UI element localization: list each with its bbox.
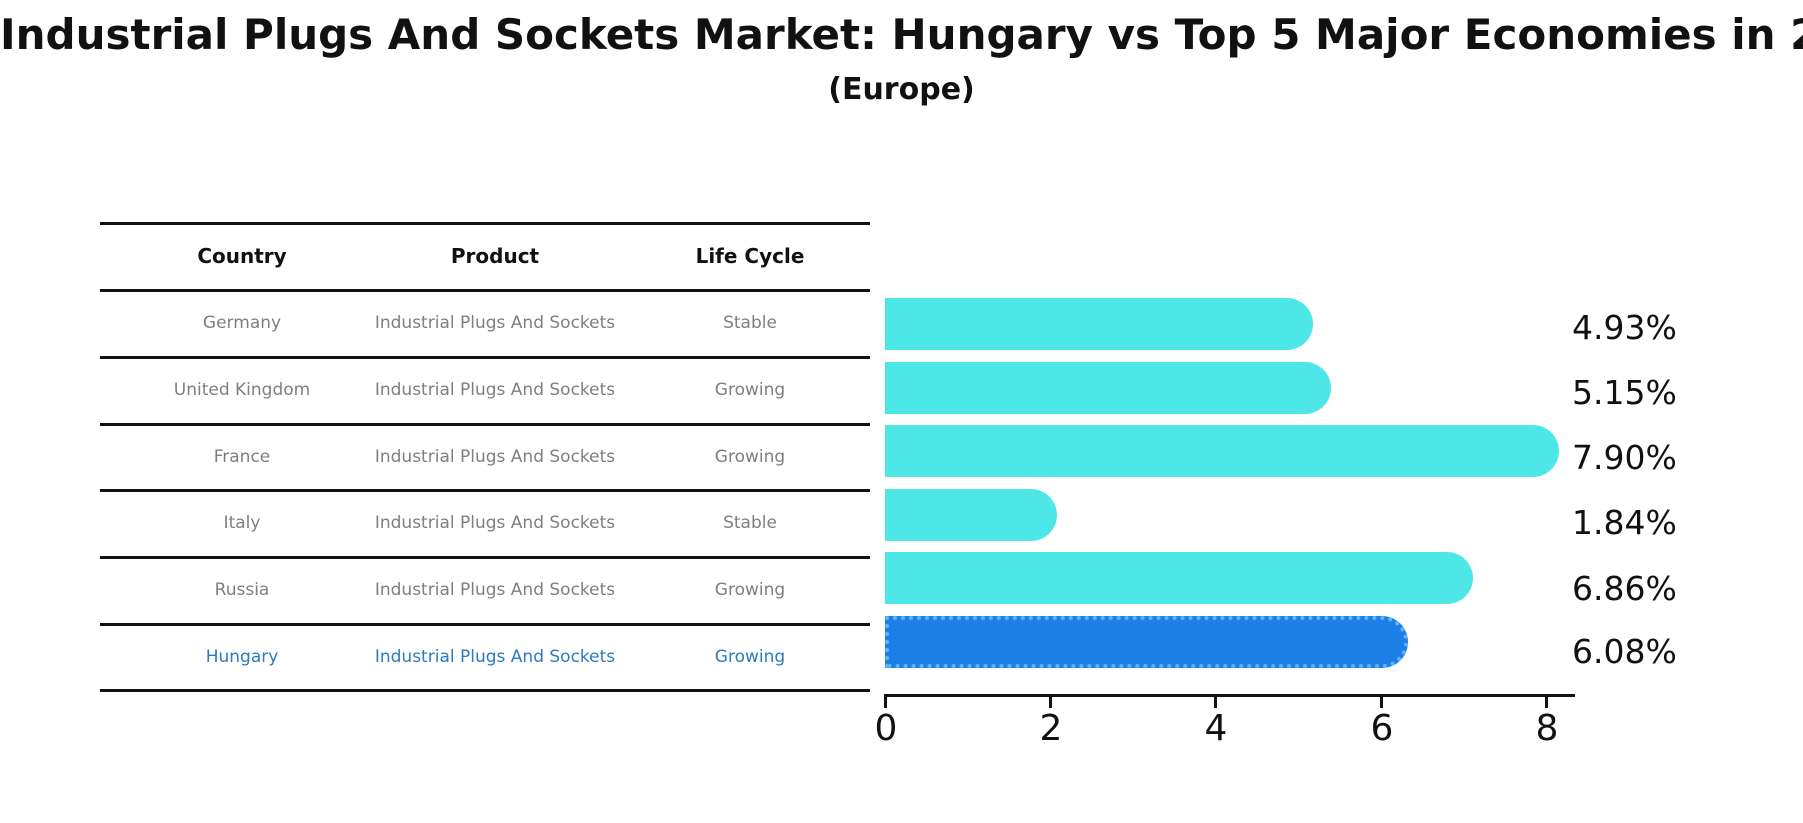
x-axis-tick [1214,697,1217,708]
cell-country: Hungary [205,647,279,667]
table-row-hungary: Hungary Industrial Plugs And Sockets Gro… [100,635,870,679]
cell-product: Industrial Plugs And Sockets [374,313,616,333]
cell-life-cycle: Growing [714,380,786,400]
bar-italy [885,489,1057,541]
table-divider [100,689,870,692]
cell-product: Industrial Plugs And Sockets [374,647,616,667]
bar-germany [885,298,1313,350]
value-label-hungary: 6.08% [1572,632,1677,671]
bar-france [885,425,1559,477]
cell-product: Industrial Plugs And Sockets [374,380,616,400]
table-row-russia: Russia Industrial Plugs And Sockets Grow… [100,568,870,612]
cell-product: Industrial Plugs And Sockets [374,580,616,600]
table-divider [100,489,870,492]
page-title: Industrial Plugs And Sockets Market: Hun… [0,10,1803,59]
x-axis-tick-label: 6 [1370,708,1394,749]
table-divider [100,222,870,225]
page-subtitle: (Europe) [828,72,975,107]
x-axis-tick-label: 8 [1535,708,1559,749]
value-label-united-kingdom: 5.15% [1572,373,1677,412]
x-axis [884,694,1575,697]
x-axis-tick [1049,697,1052,708]
table-divider [100,623,870,626]
cell-life-cycle: Growing [714,647,786,667]
cell-life-cycle: Growing [714,580,786,600]
cell-product: Industrial Plugs And Sockets [374,513,616,533]
cell-product: Industrial Plugs And Sockets [374,447,616,467]
table-divider [100,423,870,426]
x-axis-tick [884,697,887,708]
column-header-country: Country [197,244,287,268]
cell-country: France [213,447,271,467]
cell-country: Germany [202,313,282,333]
table-row-france: France Industrial Plugs And Sockets Grow… [100,435,870,479]
x-axis-tick [1380,697,1383,708]
bar-hungary [885,616,1408,668]
cell-country: Italy [223,513,261,533]
x-axis-tick-label: 0 [874,708,898,749]
column-header-product: Product [450,244,540,268]
table-divider [100,356,870,359]
value-label-italy: 1.84% [1572,503,1677,542]
cell-country: Russia [214,580,270,600]
cell-life-cycle: Stable [723,313,777,333]
x-axis-tick [1545,697,1548,708]
value-label-russia: 6.86% [1572,569,1677,608]
cell-country: United Kingdom [173,380,311,400]
table-row-italy: Italy Industrial Plugs And Sockets Stabl… [100,501,870,545]
table-header-row: Country Product Life Cycle [100,234,870,278]
comparison-table: Country Product Life Cycle Germany Indus… [100,0,870,823]
cell-life-cycle: Stable [723,513,777,533]
table-divider [100,289,870,292]
x-axis-tick-label: 2 [1039,708,1063,749]
column-header-life-cycle: Life Cycle [695,244,805,268]
bar-russia [885,552,1473,604]
x-axis-tick-label: 4 [1204,708,1228,749]
table-row-united-kingdom: United Kingdom Industrial Plugs And Sock… [100,368,870,412]
table-row-germany: Germany Industrial Plugs And Sockets Sta… [100,301,870,345]
value-label-germany: 4.93% [1572,308,1677,347]
table-divider [100,556,870,559]
bar-united-kingdom [885,362,1331,414]
value-label-france: 7.90% [1572,438,1677,477]
cell-life-cycle: Growing [714,447,786,467]
